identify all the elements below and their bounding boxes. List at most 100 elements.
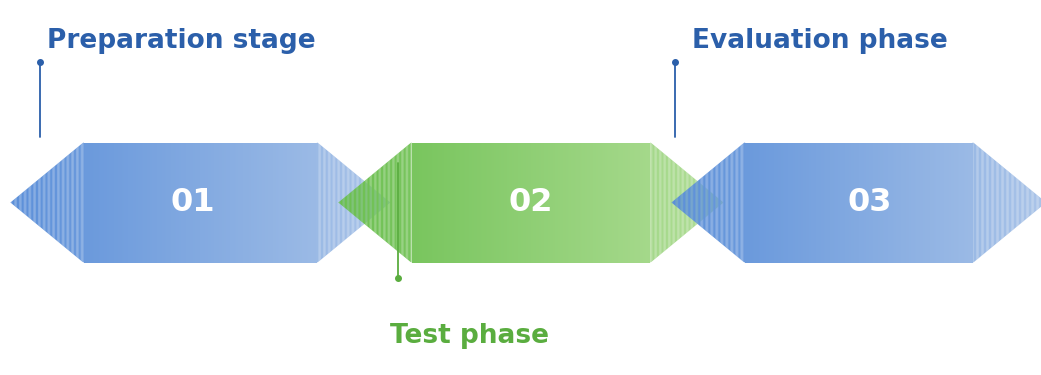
Polygon shape bbox=[829, 142, 830, 262]
Polygon shape bbox=[461, 142, 463, 262]
Polygon shape bbox=[719, 200, 721, 206]
Polygon shape bbox=[1032, 190, 1033, 215]
Polygon shape bbox=[164, 142, 167, 262]
Polygon shape bbox=[251, 142, 252, 262]
Polygon shape bbox=[502, 142, 503, 262]
Polygon shape bbox=[632, 142, 634, 262]
Polygon shape bbox=[674, 161, 675, 244]
Polygon shape bbox=[913, 142, 914, 262]
Polygon shape bbox=[703, 176, 704, 229]
Polygon shape bbox=[507, 142, 508, 262]
Polygon shape bbox=[213, 142, 214, 262]
Polygon shape bbox=[697, 180, 699, 225]
Polygon shape bbox=[635, 142, 636, 262]
Polygon shape bbox=[684, 170, 685, 235]
Polygon shape bbox=[672, 160, 674, 245]
Polygon shape bbox=[676, 198, 677, 207]
Polygon shape bbox=[966, 142, 967, 262]
Polygon shape bbox=[82, 142, 84, 262]
Polygon shape bbox=[426, 142, 427, 262]
Polygon shape bbox=[219, 142, 220, 262]
Polygon shape bbox=[286, 142, 287, 262]
Polygon shape bbox=[977, 146, 979, 259]
Polygon shape bbox=[785, 142, 786, 262]
Polygon shape bbox=[155, 142, 156, 262]
Polygon shape bbox=[778, 142, 779, 262]
Polygon shape bbox=[552, 142, 553, 262]
Polygon shape bbox=[808, 142, 809, 262]
Polygon shape bbox=[141, 142, 143, 262]
Polygon shape bbox=[730, 153, 732, 252]
Polygon shape bbox=[348, 194, 349, 211]
Polygon shape bbox=[399, 152, 400, 253]
Polygon shape bbox=[127, 142, 128, 262]
Polygon shape bbox=[747, 142, 748, 262]
Polygon shape bbox=[73, 150, 74, 255]
Polygon shape bbox=[245, 142, 246, 262]
Polygon shape bbox=[99, 142, 100, 262]
Polygon shape bbox=[663, 153, 664, 252]
Polygon shape bbox=[352, 171, 354, 234]
Polygon shape bbox=[228, 142, 229, 262]
Polygon shape bbox=[525, 142, 526, 262]
Polygon shape bbox=[880, 142, 882, 262]
Polygon shape bbox=[709, 191, 711, 214]
Text: 03: 03 bbox=[847, 187, 891, 218]
Polygon shape bbox=[925, 142, 926, 262]
Polygon shape bbox=[565, 142, 567, 262]
Polygon shape bbox=[764, 142, 765, 262]
Polygon shape bbox=[598, 142, 599, 262]
Polygon shape bbox=[553, 142, 554, 262]
Polygon shape bbox=[486, 142, 487, 262]
Polygon shape bbox=[332, 154, 333, 251]
Polygon shape bbox=[752, 142, 753, 262]
Polygon shape bbox=[955, 142, 957, 262]
Polygon shape bbox=[106, 142, 108, 262]
Polygon shape bbox=[396, 154, 398, 251]
Polygon shape bbox=[420, 142, 421, 262]
Polygon shape bbox=[869, 142, 870, 262]
Polygon shape bbox=[839, 142, 840, 262]
Polygon shape bbox=[840, 142, 841, 262]
Polygon shape bbox=[324, 147, 325, 258]
Polygon shape bbox=[366, 178, 367, 227]
Polygon shape bbox=[58, 162, 59, 243]
Polygon shape bbox=[915, 142, 916, 262]
Polygon shape bbox=[296, 142, 297, 262]
Polygon shape bbox=[181, 142, 182, 262]
Polygon shape bbox=[1008, 171, 1009, 234]
Polygon shape bbox=[314, 142, 315, 262]
Polygon shape bbox=[435, 142, 436, 262]
Polygon shape bbox=[349, 168, 350, 237]
Polygon shape bbox=[696, 181, 697, 224]
Polygon shape bbox=[471, 142, 472, 262]
Polygon shape bbox=[326, 149, 327, 256]
Polygon shape bbox=[365, 182, 366, 224]
Polygon shape bbox=[344, 164, 345, 241]
Polygon shape bbox=[169, 142, 170, 262]
Polygon shape bbox=[500, 142, 502, 262]
Polygon shape bbox=[567, 142, 568, 262]
Polygon shape bbox=[480, 142, 481, 262]
Polygon shape bbox=[145, 142, 146, 262]
Polygon shape bbox=[442, 142, 443, 262]
Polygon shape bbox=[631, 142, 632, 262]
Polygon shape bbox=[711, 192, 712, 213]
Polygon shape bbox=[379, 193, 380, 212]
Polygon shape bbox=[713, 168, 714, 237]
Polygon shape bbox=[518, 142, 519, 262]
Polygon shape bbox=[871, 142, 872, 262]
Polygon shape bbox=[161, 142, 162, 262]
Polygon shape bbox=[149, 142, 150, 262]
Polygon shape bbox=[623, 142, 624, 262]
Polygon shape bbox=[619, 142, 620, 262]
Polygon shape bbox=[214, 142, 215, 262]
Polygon shape bbox=[815, 142, 816, 262]
Polygon shape bbox=[853, 142, 854, 262]
Polygon shape bbox=[777, 142, 778, 262]
Polygon shape bbox=[770, 142, 771, 262]
Polygon shape bbox=[682, 193, 683, 212]
Polygon shape bbox=[481, 142, 482, 262]
Polygon shape bbox=[338, 160, 339, 245]
Polygon shape bbox=[738, 147, 739, 258]
